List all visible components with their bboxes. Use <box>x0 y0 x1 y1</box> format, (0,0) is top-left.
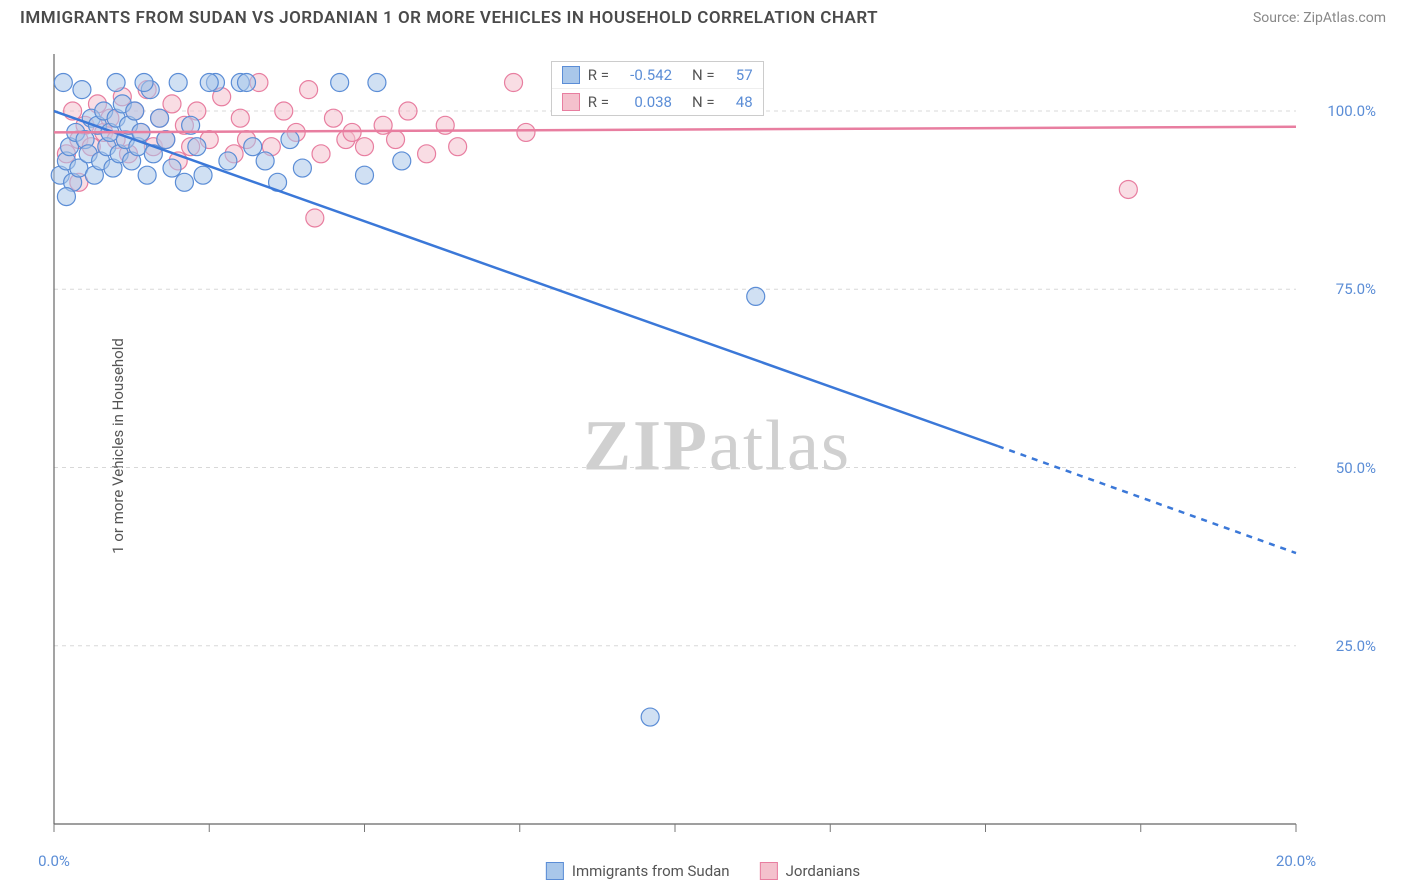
n-label: N = <box>692 93 715 111</box>
r-value: -0.542 <box>617 66 672 84</box>
legend-label: Jordanians <box>786 862 861 880</box>
ytick-label: 75.0% <box>1336 280 1376 298</box>
r-label: R = <box>588 93 609 111</box>
xtick-label: 20.0% <box>1276 852 1316 870</box>
n-value: 48 <box>723 93 753 111</box>
r-label: R = <box>588 66 609 84</box>
ytick-label: 25.0% <box>1336 637 1376 655</box>
stats-legend-box: R = -0.542 N = 57 R = 0.038 N = 48 <box>551 61 764 116</box>
chart-area: ZIPatlas 25.0%50.0%75.0%100.0% 0.0%20.0%… <box>48 50 1386 842</box>
series-swatch <box>562 93 580 111</box>
n-value: 57 <box>723 66 753 84</box>
n-label: N = <box>692 66 715 84</box>
legend-swatch <box>760 862 778 880</box>
chart-title: IMMIGRANTS FROM SUDAN VS JORDANIAN 1 OR … <box>20 8 878 28</box>
legend-label: Immigrants from Sudan <box>572 862 730 880</box>
xtick-label: 0.0% <box>38 852 70 870</box>
stats-row: R = -0.542 N = 57 <box>552 62 763 88</box>
series-swatch <box>562 66 580 84</box>
ytick-label: 50.0% <box>1336 459 1376 477</box>
bottom-legend: Immigrants from Sudan Jordanians <box>546 862 860 880</box>
scatter-chart-svg <box>48 50 1386 842</box>
source-label: Source: ZipAtlas.com <box>1253 10 1386 26</box>
header: IMMIGRANTS FROM SUDAN VS JORDANIAN 1 OR … <box>0 0 1406 32</box>
legend-swatch <box>546 862 564 880</box>
legend-item: Jordanians <box>760 862 861 880</box>
r-value: 0.038 <box>617 93 672 111</box>
ytick-label: 100.0% <box>1327 102 1376 120</box>
legend-item: Immigrants from Sudan <box>546 862 730 880</box>
stats-row: R = 0.038 N = 48 <box>552 88 763 115</box>
